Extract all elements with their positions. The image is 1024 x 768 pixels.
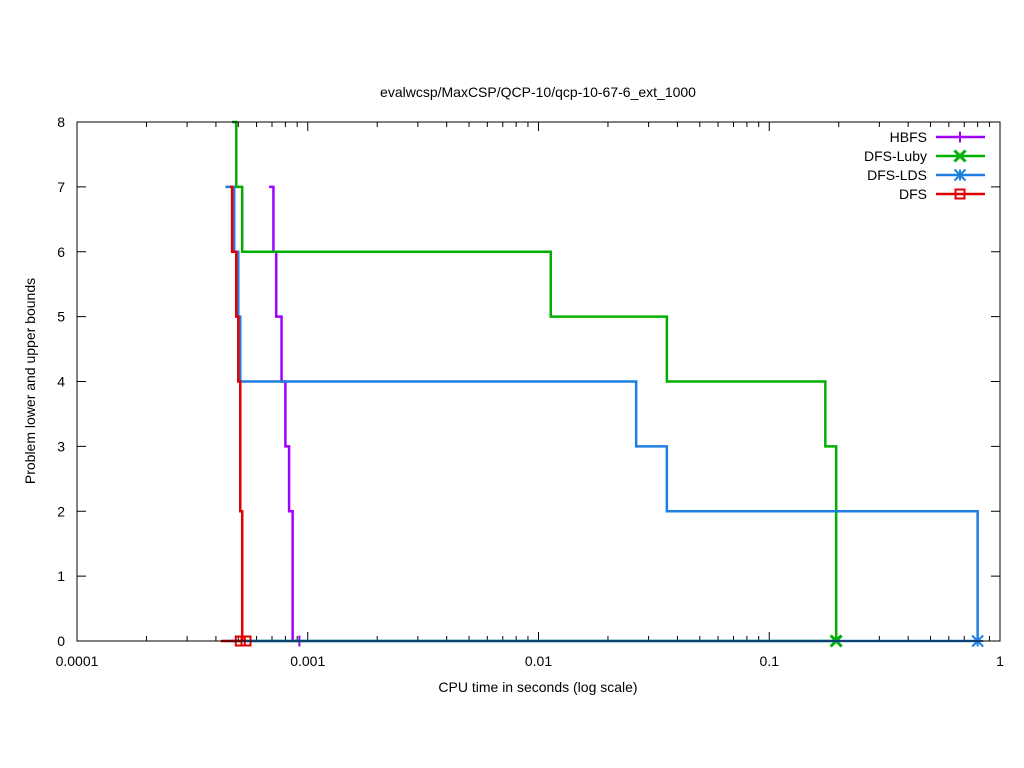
legend-marker-dfs-lds bbox=[953, 168, 967, 182]
legend-label-dfs-lds: DFS-LDS bbox=[867, 167, 927, 183]
x-tick-label: 1 bbox=[996, 653, 1004, 669]
y-tick-label: 5 bbox=[57, 309, 65, 325]
series-dfs-luby bbox=[232, 120, 843, 648]
y-tick-label: 0 bbox=[57, 633, 65, 649]
series-dfs-lds-upper-line bbox=[225, 185, 979, 641]
y-tick-label: 6 bbox=[57, 244, 65, 260]
series-dfs bbox=[220, 185, 252, 647]
x-axis-label: CPU time in seconds (log scale) bbox=[438, 679, 637, 695]
legend-marker-dfs bbox=[954, 188, 966, 200]
y-tick-label: 2 bbox=[57, 503, 65, 519]
legend-label-dfs-luby: DFS-Luby bbox=[864, 148, 927, 164]
legend-marker-dfs-luby bbox=[953, 149, 967, 163]
chart-title: evalwcsp/MaxCSP/QCP-10/qcp-10-67-6_ext_1… bbox=[380, 84, 696, 100]
legend-label-hbfs: HBFS bbox=[890, 129, 927, 145]
series-dfs-upper-line bbox=[229, 185, 244, 641]
series-hbfs bbox=[269, 185, 305, 647]
y-tick-label: 8 bbox=[57, 114, 65, 130]
legend-label-dfs: DFS bbox=[899, 186, 927, 202]
legend: HBFS DFS-Luby DFS-LDS DFS bbox=[864, 129, 985, 202]
legend-marker-hbfs bbox=[954, 131, 966, 143]
y-tick-label: 3 bbox=[57, 438, 65, 454]
y-tick-label: 4 bbox=[57, 374, 65, 390]
x-tick-label: 0.1 bbox=[760, 653, 780, 669]
x-tick-label: 0.01 bbox=[525, 653, 552, 669]
y-axis-label: Problem lower and upper bounds bbox=[22, 278, 38, 484]
series-hbfs-upper-line bbox=[269, 185, 294, 641]
x-tick-label: 0.0001 bbox=[56, 653, 99, 669]
plot-frame bbox=[76, 121, 1001, 642]
series-dfs-lds bbox=[225, 185, 984, 648]
x-tick-label: 0.001 bbox=[290, 653, 325, 669]
y-tick-label: 7 bbox=[57, 179, 65, 195]
y-tick-label: 1 bbox=[57, 568, 65, 584]
axis-ticks: 0 1 2 3 4 5 6 7 8 0.0001 0.001 0.01 0.1 1 bbox=[56, 114, 1005, 669]
series-layer bbox=[220, 120, 984, 648]
series-dfs-luby-upper-line bbox=[232, 120, 838, 641]
